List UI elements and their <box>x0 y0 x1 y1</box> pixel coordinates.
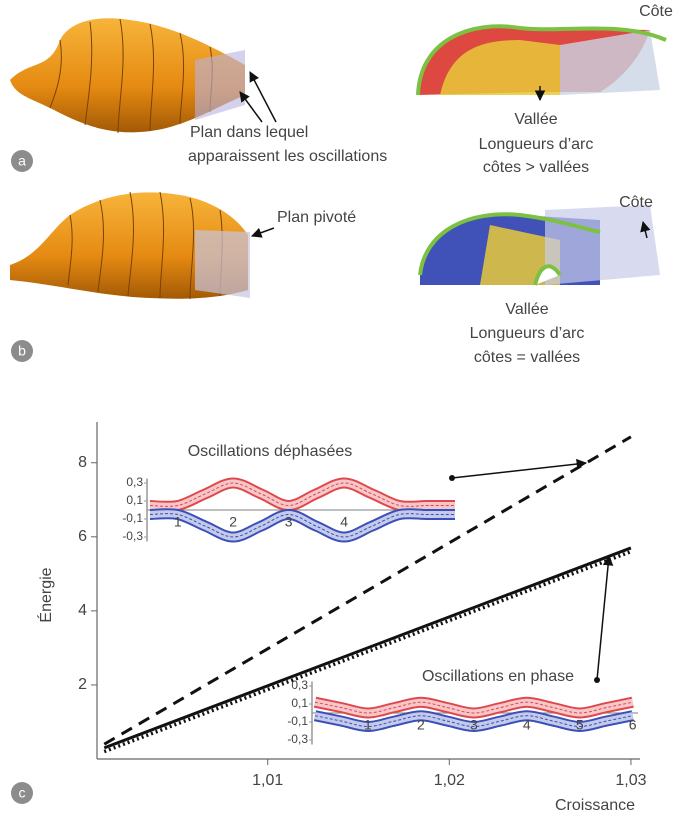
arc-b <box>418 205 660 286</box>
y-tick-label: 0,3 <box>126 475 143 489</box>
cote-label: Côte <box>639 3 673 20</box>
x-axis-label: Croissance <box>555 797 635 814</box>
y-tick-label: -0,1 <box>287 714 308 728</box>
x-tick-label: 1,02 <box>434 772 465 789</box>
line <box>103 546 632 750</box>
panel-label: c <box>19 785 26 801</box>
y-tick-label: 0,1 <box>291 696 308 710</box>
shell-b <box>10 191 250 300</box>
panel-label: b <box>18 343 26 359</box>
y-tick-label: 2 <box>78 676 87 693</box>
vallee-label: Vallée <box>514 111 557 128</box>
y-tick-label: -0,1 <box>122 511 143 525</box>
y-tick-label: -0,3 <box>287 732 308 746</box>
arc-a <box>416 24 667 96</box>
caption: côtes = vallées <box>474 349 580 366</box>
cote-label: Côte <box>619 194 653 211</box>
x-tick-label: 3 <box>285 514 293 530</box>
panel-badge <box>11 150 33 172</box>
y-tick-label: -0,3 <box>122 529 143 543</box>
x-tick-label: 5 <box>576 717 584 733</box>
caption: Plan dans lequel <box>190 124 308 141</box>
x-tick-label: 2 <box>229 514 237 530</box>
band-center <box>314 701 633 714</box>
x-tick-label: 1 <box>174 514 182 530</box>
y-tick-label: 6 <box>78 528 87 545</box>
y-tick-label: 0,1 <box>126 493 143 507</box>
x-tick-label: 1 <box>364 717 372 733</box>
line <box>103 435 632 746</box>
x-tick-label: 1,03 <box>615 772 646 789</box>
caption: Longueurs d’arc <box>470 325 585 342</box>
x-tick-label: 4 <box>523 717 531 733</box>
y-tick-label: 8 <box>78 454 87 471</box>
x-tick-label: 2 <box>417 717 425 733</box>
x-tick-label: 4 <box>340 514 348 530</box>
caption: apparaissent les oscillations <box>188 148 387 165</box>
panel-label: a <box>18 153 26 169</box>
panel-badge <box>11 782 33 804</box>
caption: Plan pivoté <box>277 209 356 226</box>
panel-badge <box>11 340 33 362</box>
y-axis-label: Énergie <box>36 567 55 622</box>
line <box>103 549 632 754</box>
shell-a <box>10 18 245 134</box>
x-tick-label: 6 <box>629 717 637 733</box>
inset-title: Oscillations en phase <box>422 668 574 685</box>
y-tick-label: 4 <box>78 602 87 619</box>
x-tick-label: 3 <box>470 717 478 733</box>
caption: Longueurs d’arc <box>479 136 594 153</box>
band-center <box>149 513 455 538</box>
band-center <box>314 715 633 728</box>
y-tick-label: 0,3 <box>291 678 308 692</box>
vallee-label: Vallée <box>505 301 548 318</box>
band-center <box>149 482 455 507</box>
x-tick-label: 1,01 <box>252 772 283 789</box>
caption: côtes > vallées <box>483 159 589 176</box>
inset-title: Oscillations déphasées <box>188 443 353 460</box>
